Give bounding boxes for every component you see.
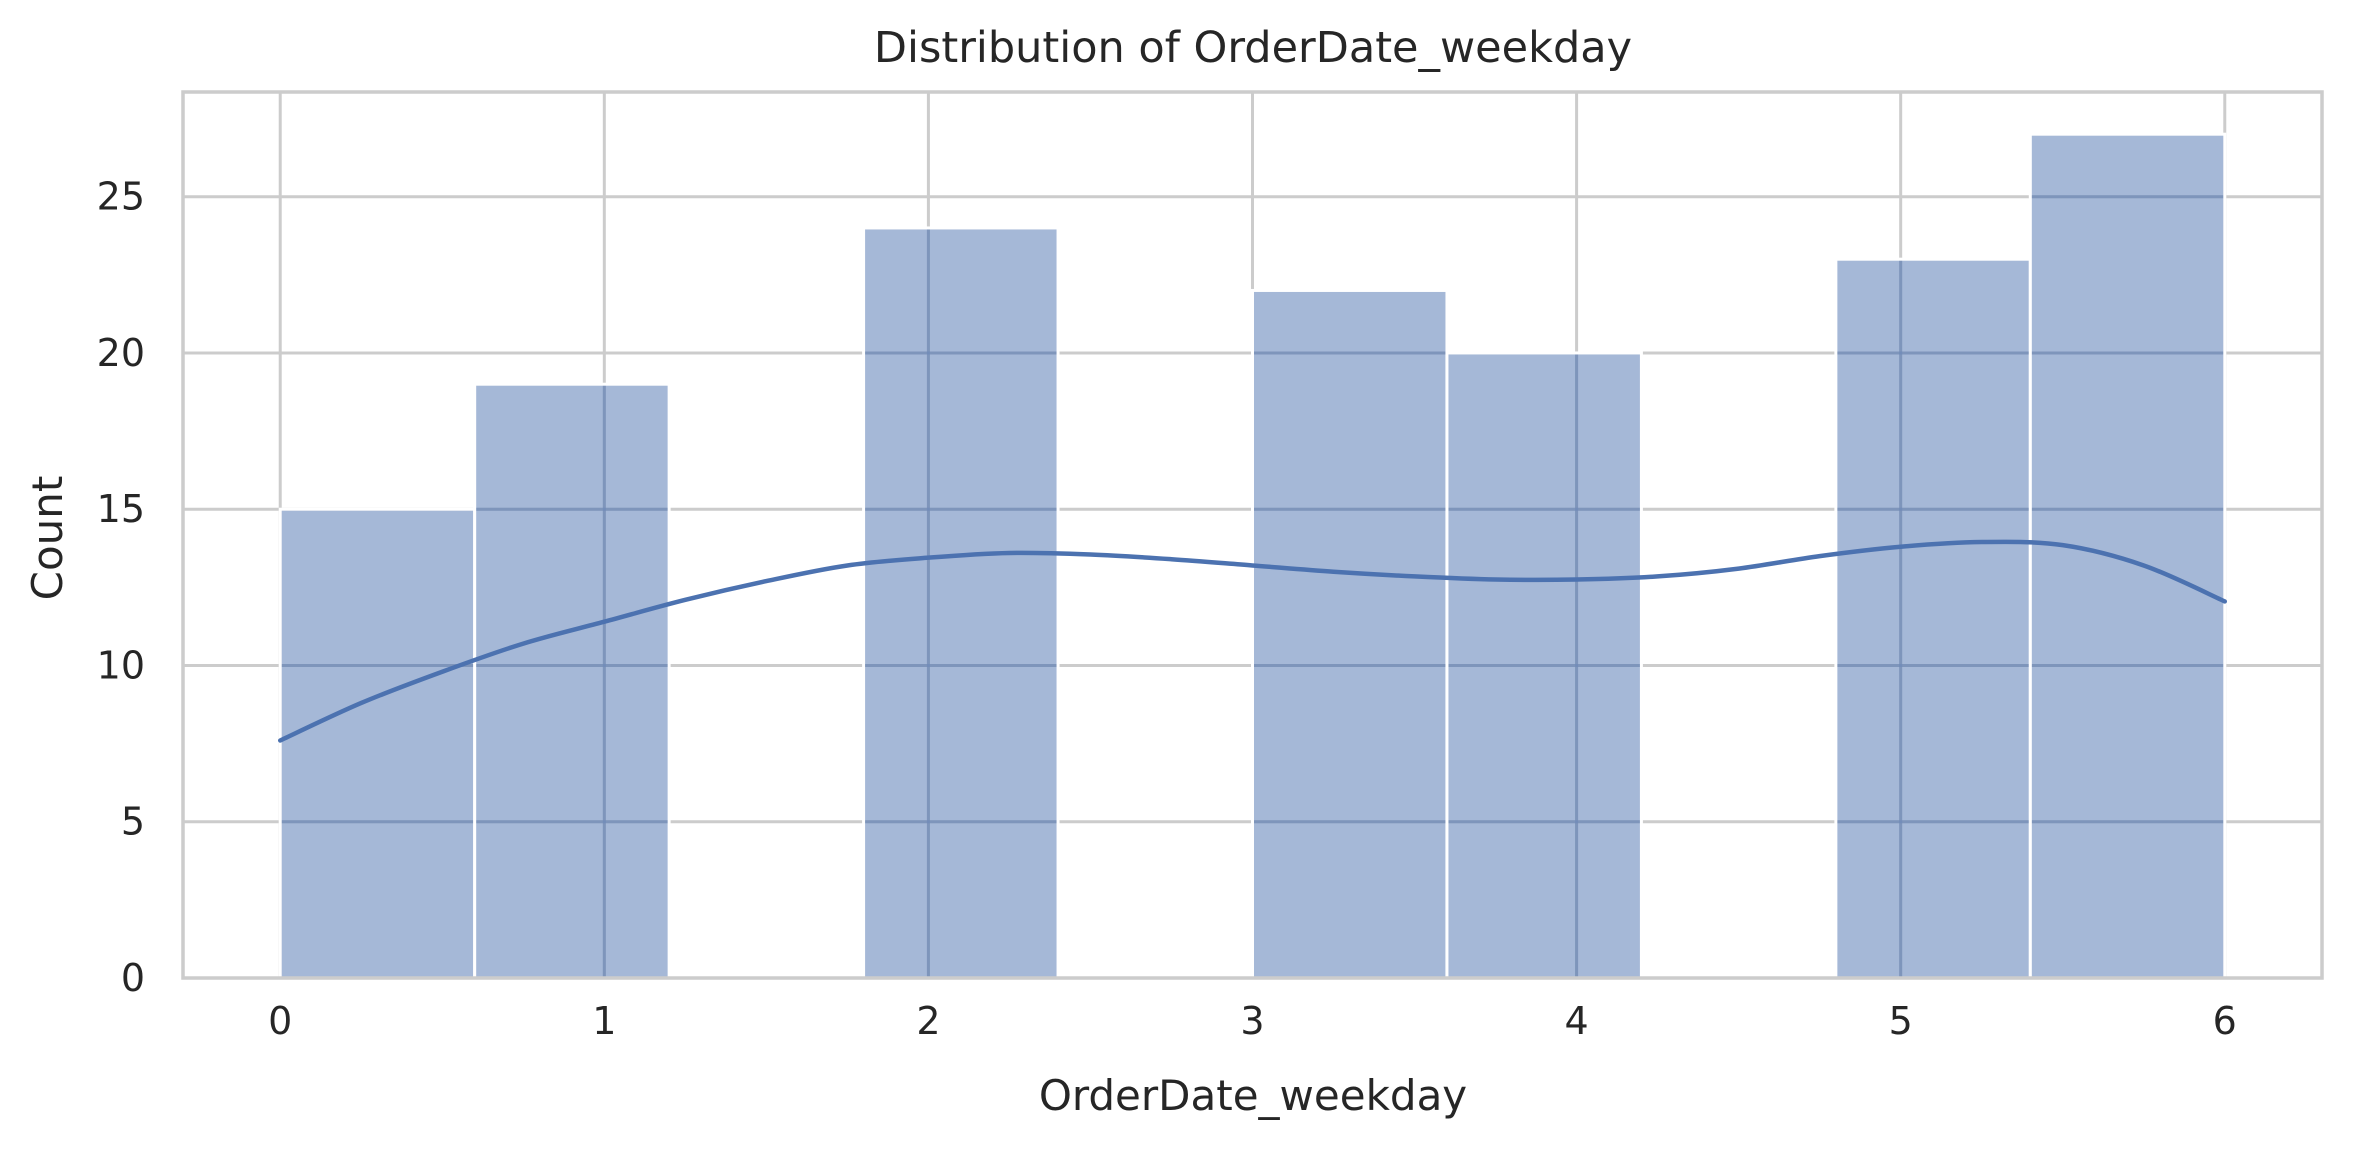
histogram-bar [1251, 288, 1449, 980]
x-axis-label: OrderDate_weekday [1039, 1071, 1467, 1120]
y-tick-label: 20 [97, 331, 145, 375]
plot-spines [181, 90, 2324, 980]
y-tick-label: 5 [121, 800, 145, 844]
histogram-bar [862, 226, 1060, 980]
histogram-bar [2028, 132, 2227, 980]
bar-overlay-grid [281, 195, 2224, 978]
y-tick-label: 15 [97, 487, 145, 531]
histogram-bar [278, 507, 477, 980]
x-tick-label: 0 [268, 999, 292, 1043]
x-tick-label: 2 [916, 999, 940, 1043]
x-tick-label: 1 [592, 999, 616, 1043]
plot-frame [181, 90, 2324, 980]
histogram-bar [473, 382, 671, 980]
y-axis-label: Count [23, 476, 72, 601]
x-tick-label: 4 [1564, 999, 1588, 1043]
y-tick-label: 10 [97, 643, 145, 687]
chart-title: Distribution of OrderDate_weekday [874, 23, 1632, 73]
histogram-bars [278, 132, 2227, 980]
histogram-bar [1445, 351, 1643, 980]
x-tick-labels: 0 1 2 3 4 5 6 [268, 999, 2237, 1043]
kde-curve-group [277, 539, 2228, 743]
y-tick-labels: 0 5 10 15 20 25 [97, 175, 145, 1000]
kde-curve [277, 539, 2228, 743]
y-tick-label: 0 [121, 956, 145, 1000]
x-tick-label: 3 [1240, 999, 1264, 1043]
histogram-bar [1834, 257, 2032, 980]
x-tick-label: 5 [1889, 999, 1913, 1043]
y-tick-label: 25 [97, 175, 145, 219]
x-tick-label: 6 [2213, 999, 2237, 1043]
